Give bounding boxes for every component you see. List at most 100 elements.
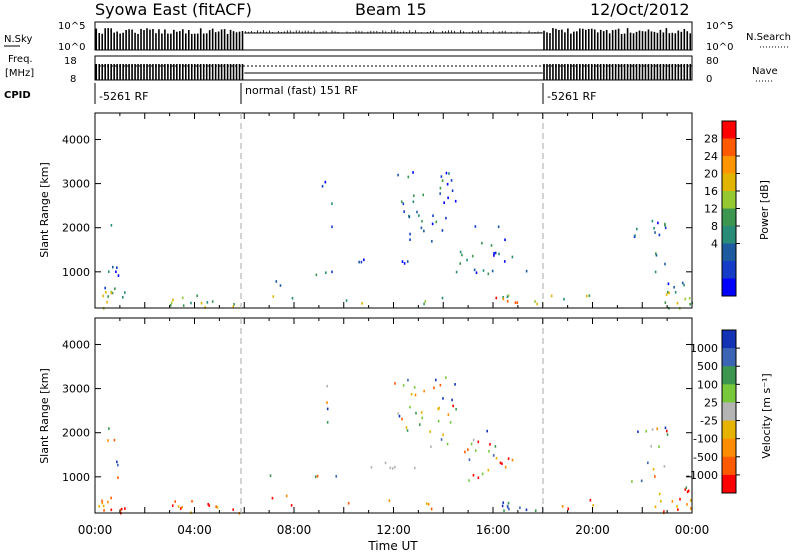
scatter-cell [423, 229, 425, 233]
colorbar-tick-label: 100 [697, 378, 718, 391]
scatter-cell [495, 296, 498, 300]
scatter-cell [116, 460, 118, 464]
scatter-cell [651, 428, 654, 431]
scatter-cell [493, 254, 495, 257]
scatter-cell [468, 458, 471, 461]
scatter-cell [684, 488, 687, 491]
colorbar-tick-label: -1000 [686, 469, 718, 482]
scatter-cell [389, 466, 392, 470]
scatter-cell [658, 445, 660, 448]
x-tick-label: 00:00 [78, 523, 113, 537]
x-tick-label: 04:00 [177, 523, 212, 537]
y-tick-label: 4000 [62, 338, 90, 351]
scatter-cell [650, 445, 652, 448]
scatter-cell [113, 438, 116, 442]
scatter-cell [561, 505, 564, 508]
scatter-cell [482, 269, 485, 272]
scatter-cell [451, 398, 453, 402]
scatter-cell [421, 416, 424, 420]
scatter-cell [425, 502, 428, 505]
nave-right-tick-top: 80 [706, 56, 719, 67]
scatter-cell [398, 414, 401, 418]
scatter-cell [107, 270, 110, 273]
scatter-cell [413, 194, 415, 198]
scatter-cell [481, 472, 484, 476]
scatter-cell [325, 271, 327, 275]
scatter-cell [391, 467, 394, 470]
scatter-cell [447, 196, 449, 200]
colorbar-tick-label: 24 [704, 150, 718, 163]
scatter-cell [654, 505, 657, 509]
scatter-cell [388, 499, 391, 502]
colorbar-bin [722, 366, 736, 385]
scatter-cell [434, 378, 437, 382]
scatter-cell [657, 221, 659, 225]
scatter-cell [441, 229, 444, 232]
scatter-cell [487, 272, 490, 276]
scatter-cell [232, 508, 235, 511]
scatter-cell [401, 260, 404, 263]
scatter-cell [326, 401, 328, 404]
scatter-cell [507, 501, 510, 505]
y-tick-label: 1000 [62, 266, 90, 279]
scatter-cell [511, 458, 514, 462]
scatter-cell [492, 454, 495, 457]
scatter-cell [413, 386, 416, 389]
colorbar-tick-label: 4 [711, 238, 718, 251]
scatter-cell [414, 393, 417, 397]
scatter-cell [501, 504, 504, 508]
scatter-cell [415, 411, 417, 415]
scatter-cell [196, 294, 198, 298]
scatter-cell [664, 223, 666, 227]
scatter-cell [689, 302, 691, 306]
scatter-cell [432, 214, 434, 218]
scatter-cell [446, 442, 449, 446]
noise-left-tick-top: 10^5 [58, 21, 85, 32]
scatter-cell [441, 296, 444, 300]
scatter-cell [636, 227, 638, 231]
scatter-cell [445, 171, 448, 175]
scatter-cell [314, 475, 317, 479]
scatter-cell [190, 301, 192, 305]
scatter-cell [442, 397, 444, 400]
colorbar-bin [722, 456, 736, 476]
scatter-cell [345, 299, 348, 302]
scatter-cell [181, 505, 183, 509]
y-tick-label: 4000 [62, 133, 90, 146]
scatter-cell [406, 429, 409, 432]
colorbar-bin [722, 208, 736, 227]
scatter-cell [420, 226, 423, 230]
scatter-cell [656, 427, 659, 431]
scatter-cell [550, 294, 553, 298]
scatter-cell [207, 502, 210, 506]
scatter-cell [331, 225, 333, 229]
scatter-cell [514, 301, 517, 304]
scatter-cell [105, 290, 107, 294]
colorbar-bin [722, 384, 736, 403]
scatter-cell [397, 412, 400, 415]
scatter-cell [424, 300, 427, 303]
scatter-cell [107, 439, 109, 442]
scatter-cell [677, 508, 679, 511]
scatter-cell [516, 301, 519, 304]
scatter-cell [110, 291, 113, 295]
scatter-cell [111, 265, 114, 269]
scatter-cell [285, 494, 288, 498]
scatter-cell [108, 427, 110, 430]
scatter-cell [430, 507, 433, 511]
scatter-cell [472, 438, 475, 442]
scatter-cell [110, 496, 112, 500]
scatter-cell [326, 384, 328, 388]
scatter-cell [689, 507, 692, 510]
scatter-cell [508, 507, 510, 511]
nave-right-tick-bottom: 0 [706, 74, 712, 85]
scatter-cell [631, 480, 633, 483]
velocity-colorbar: 1000 500 100 25 -25 -100 -500 -1000 Velocity [m… [686, 329, 773, 494]
scatter-cell [534, 509, 537, 512]
scatter-cell [451, 189, 454, 192]
scatter-cell [459, 250, 462, 254]
scatter-cell [360, 260, 363, 264]
scatter-cell [454, 199, 457, 203]
colorbar-bin [722, 156, 736, 174]
scatter-cell [316, 474, 319, 478]
